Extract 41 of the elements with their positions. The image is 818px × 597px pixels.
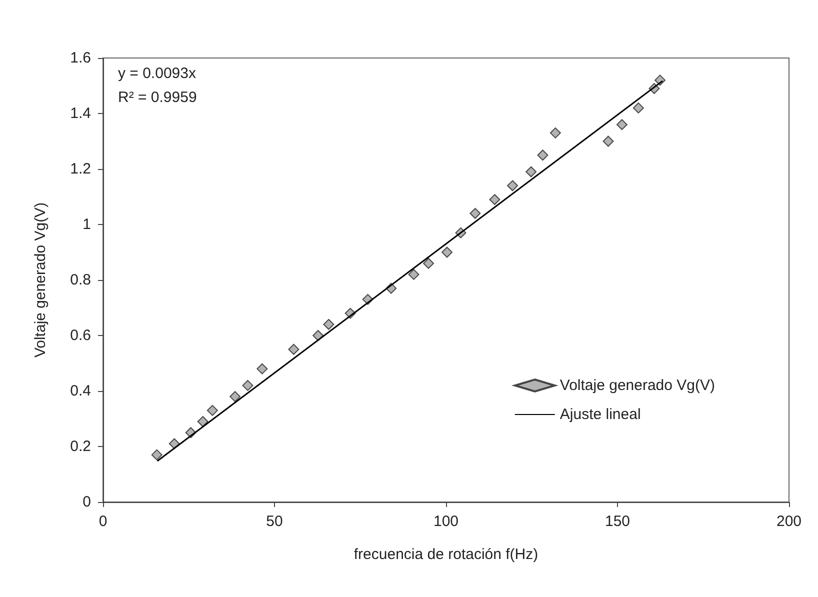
x-tick-label: 150 [604, 513, 630, 530]
point [206, 404, 218, 416]
y-tick-label: 0.6 [70, 327, 91, 344]
y-tick-label: 0.2 [70, 438, 91, 455]
point [470, 208, 481, 219]
point [323, 318, 334, 330]
y-tick-label: 0 [82, 494, 91, 510]
y-tick-label: 1 [82, 216, 91, 233]
point [616, 119, 628, 130]
y-tick-label: 1.6 [70, 50, 91, 66]
point [442, 246, 453, 258]
y-tick-label: 0.8 [70, 272, 91, 288]
x-tick-label: 50 [266, 513, 283, 530]
point [550, 127, 561, 138]
x-tick-label: 0 [98, 513, 108, 530]
y-tick-label: 1.2 [70, 160, 91, 178]
annotation: y = 0.0093x [118, 65, 196, 82]
point [256, 363, 268, 374]
x-tick-label: 200 [776, 513, 802, 530]
point [151, 449, 162, 460]
annotation: R² = 0.9959 [118, 89, 197, 106]
point [602, 136, 614, 147]
point [242, 380, 254, 391]
point [230, 391, 241, 402]
x-axis-title: frecuencia de rotación f(Hz) [354, 546, 538, 563]
point [537, 150, 548, 161]
legend-label: Voltaje generado Vg(V) [560, 377, 716, 394]
y-axis-title: Voltaje generado Vg(V) [32, 202, 49, 358]
point [312, 330, 324, 341]
legend-label: Ajuste lineal [560, 406, 641, 423]
y-tick-label: 0.4 [70, 382, 91, 400]
point [632, 102, 644, 114]
point [526, 166, 537, 178]
point [197, 416, 208, 428]
x-tick-label: 100 [433, 513, 459, 530]
y-tick-label: 1.4 [70, 105, 91, 122]
point [489, 194, 500, 206]
point [408, 268, 420, 280]
point [288, 344, 300, 355]
point [507, 180, 518, 192]
point [423, 258, 434, 269]
